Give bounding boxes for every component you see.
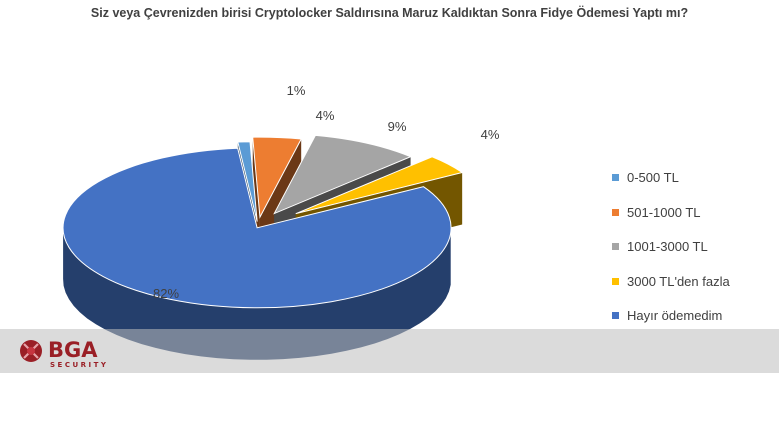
legend-swatch bbox=[612, 312, 619, 319]
legend-item: 3000 TL'den fazla bbox=[612, 270, 730, 293]
data-label-1: 4% bbox=[316, 108, 335, 123]
legend-item: 1001-3000 TL bbox=[612, 235, 730, 258]
legend-item: Hayır ödemedim bbox=[612, 304, 730, 327]
logo-emblem-icon bbox=[20, 340, 42, 362]
chart-title: Siz veya Çevrenizden birisi Cryptolocker… bbox=[90, 6, 689, 20]
legend-label: 501-1000 TL bbox=[627, 204, 701, 220]
legend-swatch bbox=[612, 174, 619, 181]
data-label-2: 9% bbox=[388, 119, 407, 134]
logo-brand-text: BGA bbox=[48, 338, 98, 362]
pie-slice-2 bbox=[273, 134, 412, 215]
legend-swatch bbox=[612, 208, 619, 216]
legend-label: 3000 TL'den fazla bbox=[627, 273, 730, 289]
pie-slice-0 bbox=[237, 141, 258, 222]
legend-label: Hayır ödemedim bbox=[627, 308, 723, 323]
legend-label: 0-500 TL bbox=[627, 170, 679, 185]
legend-label: 1001-3000 TL bbox=[627, 239, 708, 254]
pie-slice-side-4 bbox=[63, 226, 451, 360]
pie-slice-1 bbox=[252, 136, 302, 219]
pie-slice-3 bbox=[295, 156, 464, 215]
pie-tops bbox=[62, 134, 464, 309]
data-label-3: 4% bbox=[481, 127, 500, 142]
data-label-0: 1% bbox=[287, 83, 306, 98]
bga-security-logo: BGA SECURITY bbox=[20, 338, 108, 369]
legend-item: 0-500 TL bbox=[612, 166, 730, 189]
pie-data-labels: 1% 4% 9% 4% 82% bbox=[153, 83, 500, 301]
data-label-4: 82% bbox=[153, 286, 179, 301]
legend-swatch bbox=[612, 243, 619, 250]
legend-swatch bbox=[612, 277, 619, 285]
logo-tagline-text: SECURITY bbox=[50, 361, 108, 369]
legend-item: 501-1000 TL bbox=[612, 201, 730, 224]
pie-slice-4 bbox=[62, 147, 452, 309]
watermark-band bbox=[0, 329, 779, 373]
chart-legend: 0-500 TL 501-1000 TL 1001-3000 TL 3000 TL'd… bbox=[612, 166, 730, 339]
